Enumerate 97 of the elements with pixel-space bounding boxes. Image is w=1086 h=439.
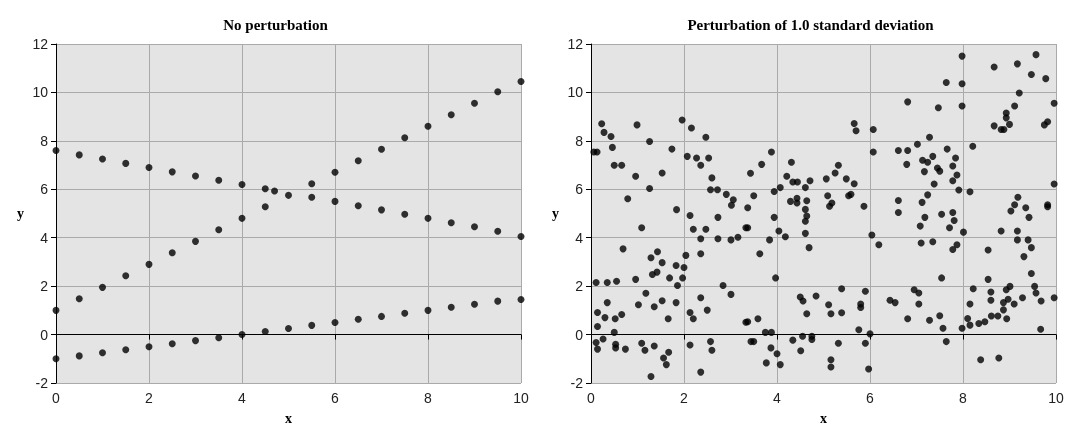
point: [238, 331, 246, 339]
x-tick-label: 10: [513, 390, 529, 406]
point: [168, 249, 176, 257]
y-tick-label: 2: [575, 278, 584, 295]
y-tick-label: 10: [567, 84, 584, 101]
point: [308, 180, 316, 188]
point: [471, 99, 478, 107]
y-tick-label: 0: [40, 326, 49, 343]
x-tick-label: 2: [680, 390, 689, 406]
point: [401, 134, 409, 142]
point: [447, 219, 455, 227]
x-axis-title: x: [285, 410, 292, 426]
y-tick-label: 4: [575, 229, 584, 246]
point: [401, 309, 409, 317]
point: [215, 334, 223, 342]
y-tick-label: 6: [575, 181, 584, 198]
point: [494, 227, 502, 235]
point: [192, 237, 199, 245]
point: [354, 157, 362, 165]
point: [145, 163, 153, 171]
point: [168, 340, 176, 348]
point: [52, 355, 60, 363]
point: [331, 318, 339, 326]
point: [271, 187, 279, 195]
point: [261, 185, 269, 193]
x-tick-label: 6: [331, 390, 340, 406]
point: [168, 168, 176, 176]
point: [378, 145, 385, 153]
point: [122, 272, 130, 280]
point: [75, 295, 83, 303]
x-axis-title: x: [820, 410, 827, 426]
y-tick-label: 8: [575, 132, 584, 149]
y-tick-label: 4: [40, 229, 49, 246]
y-axis-title: y: [552, 206, 559, 221]
point: [215, 176, 223, 184]
x-tick-label: 0: [52, 390, 61, 406]
point: [145, 343, 153, 351]
point: [517, 78, 525, 86]
point: [401, 210, 409, 218]
y-tick-label: 2: [40, 278, 49, 295]
point: [471, 223, 478, 231]
y-tick-label: 10: [32, 84, 49, 101]
point: [52, 306, 60, 314]
y-tick-label: 0: [575, 326, 584, 343]
point: [75, 151, 83, 159]
point: [99, 349, 106, 357]
point: [424, 214, 432, 222]
x-tick-label: 0: [587, 390, 596, 406]
x-tick-label: 8: [959, 390, 968, 406]
point: [331, 197, 339, 205]
point: [192, 337, 199, 345]
y-tick-label: 12: [32, 36, 49, 52]
point: [145, 260, 153, 268]
point: [308, 321, 316, 329]
point: [471, 300, 478, 308]
point: [285, 325, 292, 333]
point: [215, 226, 223, 234]
x-tick-label: 2: [145, 390, 154, 406]
y-tick-label: 6: [40, 181, 49, 198]
point: [261, 327, 269, 335]
point: [308, 193, 316, 201]
point: [447, 111, 455, 119]
point: [122, 346, 130, 354]
x-tick-label: 10: [1048, 390, 1064, 406]
point: [354, 315, 362, 323]
point: [494, 88, 502, 96]
point: [75, 352, 83, 360]
point: [238, 214, 246, 222]
y-axis-title: y: [17, 206, 24, 221]
point: [122, 159, 130, 167]
y-tick-label: -2: [35, 375, 49, 391]
point: [99, 283, 106, 291]
point: [331, 168, 339, 176]
chart-title: No perturbation: [223, 16, 329, 33]
point: [517, 295, 525, 303]
point: [238, 180, 246, 188]
x-tick-label: 4: [238, 390, 247, 406]
y-tick-label: 8: [40, 132, 49, 149]
point: [378, 312, 385, 320]
y-tick-label: 12: [567, 36, 584, 52]
point: [447, 303, 455, 311]
point: [424, 306, 432, 314]
point: [494, 297, 502, 305]
point: [99, 155, 106, 163]
point: [354, 202, 362, 210]
point: [517, 233, 525, 240]
point: [378, 206, 385, 214]
chart-title: Perturbation of 1.0 standard deviation: [687, 16, 935, 33]
point: [192, 172, 199, 180]
point: [52, 147, 60, 155]
x-tick-label: 8: [424, 390, 433, 406]
y-tick-label: -2: [570, 375, 584, 391]
point: [424, 122, 432, 130]
x-tick-label: 4: [773, 390, 782, 406]
x-tick-label: 6: [866, 390, 875, 406]
point: [285, 191, 292, 199]
point: [261, 203, 269, 211]
